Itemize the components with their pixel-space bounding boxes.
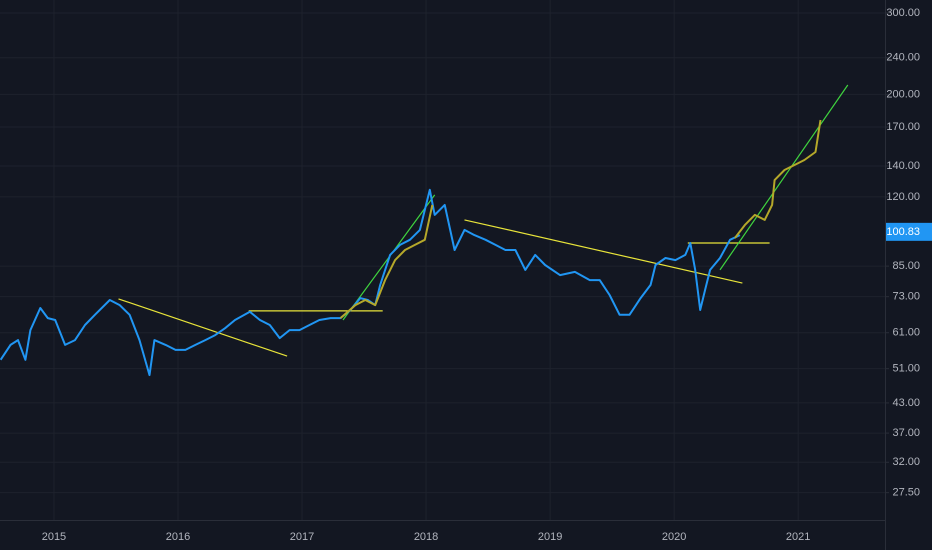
y-tick-label: 73.00 [892, 291, 920, 303]
x-tick-label: 2020 [662, 531, 686, 543]
y-tick-label: 61.00 [892, 327, 920, 339]
y-tick-label: 85.00 [892, 260, 920, 272]
y-tick-label: 27.50 [892, 487, 920, 499]
x-tick-label: 2015 [42, 531, 66, 543]
y-tick-label: 300.00 [886, 7, 920, 19]
x-tick-label: 2021 [786, 531, 810, 543]
x-tick-label: 2016 [166, 531, 190, 543]
y-tick-label: 43.00 [892, 397, 920, 409]
x-tick-label: 2017 [290, 531, 314, 543]
grid [0, 0, 885, 520]
y-tick-label: 170.00 [886, 121, 920, 133]
last-price-label: 100.83 [886, 226, 920, 238]
y-tick-label: 120.00 [886, 191, 920, 203]
y-tick-label: 140.00 [886, 160, 920, 172]
price-line [339, 119, 822, 319]
plot-area [0, 84, 849, 377]
x-tick-label: 2019 [538, 531, 562, 543]
axes: 2015 2016 2017 2018 2019 2020 2021 300.00 240.00… [42, 7, 932, 543]
x-tick-label: 2018 [414, 531, 438, 543]
y-tick-label: 51.00 [892, 363, 920, 375]
y-tick-label: 37.00 [892, 427, 920, 439]
last-price-marker [886, 222, 932, 241]
y-tick-label: 200.00 [886, 88, 920, 100]
trend-line [118, 298, 288, 357]
y-tick-label: 240.00 [886, 52, 920, 64]
y-tick-label: 32.00 [892, 456, 920, 468]
trend-line [719, 84, 849, 271]
